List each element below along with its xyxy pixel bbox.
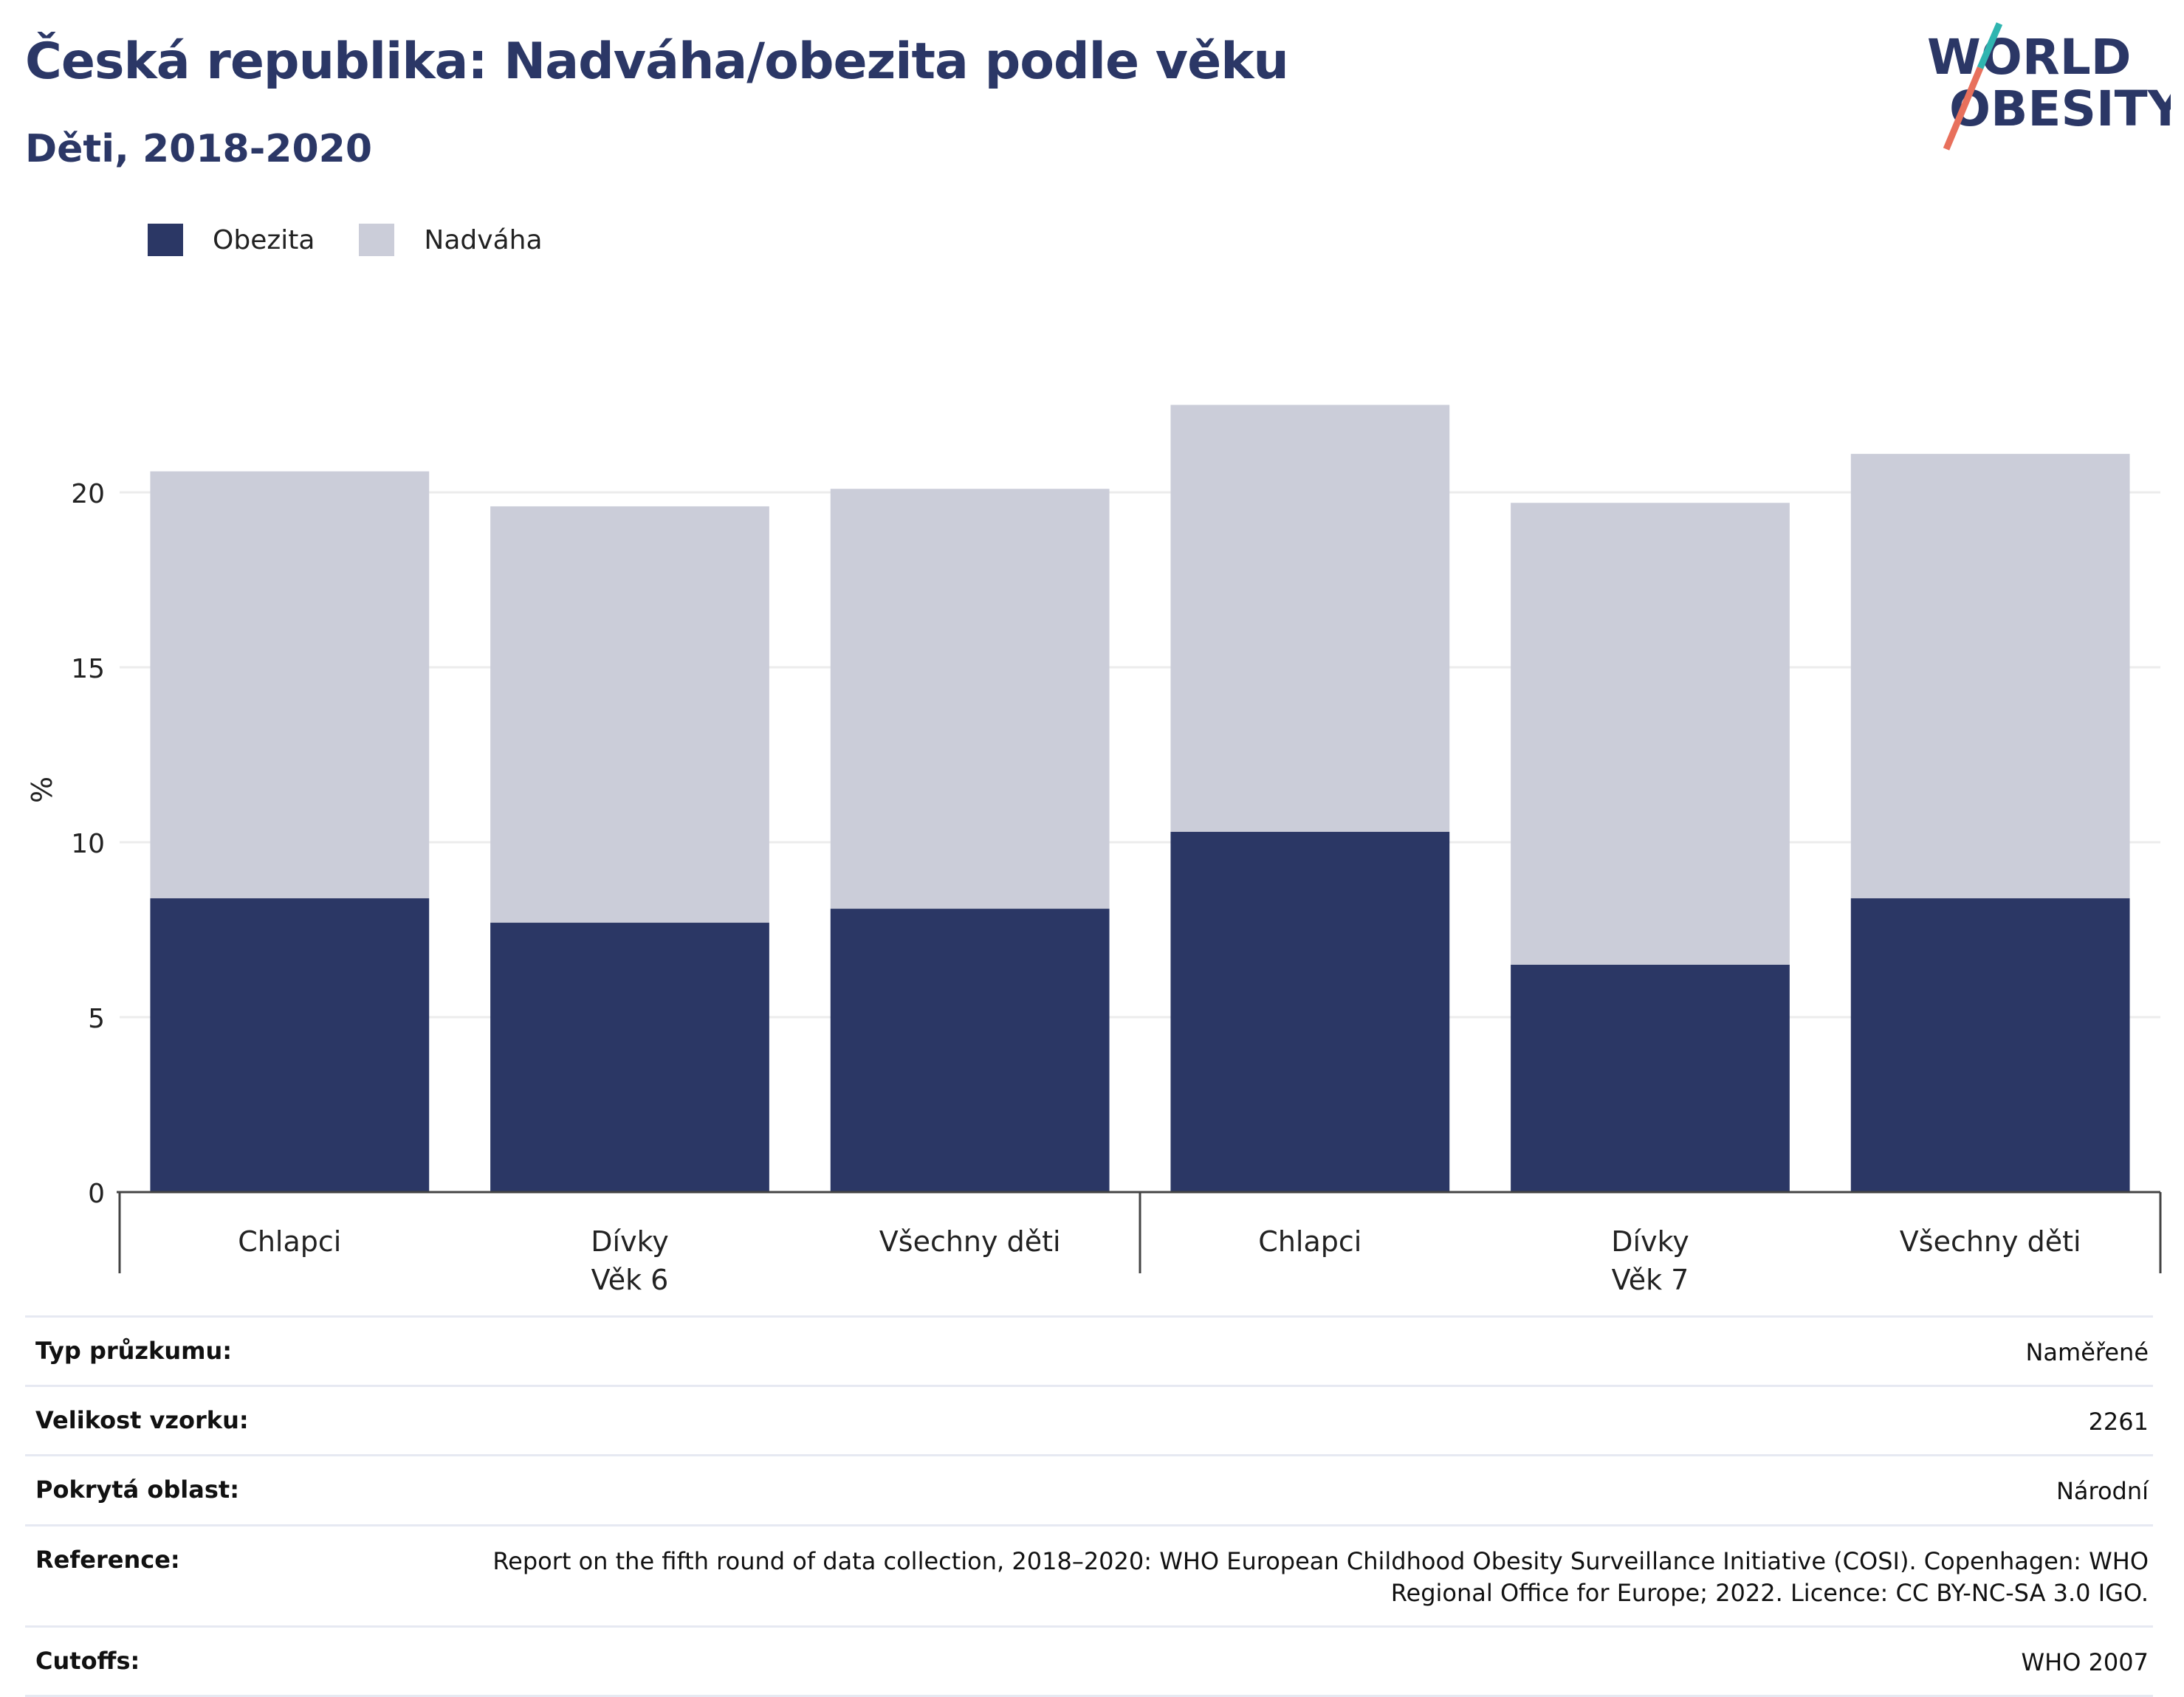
info-label: Velikost vzorku: xyxy=(35,1406,249,1435)
info-label: Reference: xyxy=(35,1545,180,1574)
info-value: Report on the fifth round of data collec… xyxy=(492,1546,2149,1607)
x-tick-label: Dívky xyxy=(591,1225,668,1258)
legend-item-obezita[interactable]: Obezita xyxy=(148,224,315,256)
bar-obezita xyxy=(830,909,1110,1192)
x-tick-label: Chlapci xyxy=(1258,1225,1361,1258)
legend-label-obezita: Obezita xyxy=(213,224,315,255)
x-tick-label: Chlapci xyxy=(238,1225,341,1258)
info-value: 2261 xyxy=(2088,1408,2149,1436)
bar-nadvaha xyxy=(490,506,769,923)
legend-swatch-obezita xyxy=(148,224,183,256)
logo-text-world: WORLD xyxy=(1927,29,2132,86)
y-tick-label: 20 xyxy=(71,479,105,509)
y-tick-label: 10 xyxy=(71,829,105,859)
group-label: Věk 7 xyxy=(1612,1264,1689,1292)
x-tick-label: Všechny děti xyxy=(1900,1225,2081,1258)
x-tick-label: Dívky xyxy=(1611,1225,1689,1258)
bar-obezita xyxy=(490,923,769,1192)
world-obesity-logo: WORLD OBESITY xyxy=(1927,22,2171,151)
bar-obezita xyxy=(1850,898,2130,1192)
info-label: Pokrytá oblast: xyxy=(35,1476,239,1504)
x-tick-label: Všechny děti xyxy=(879,1225,1061,1258)
info-label: Cutoffs: xyxy=(35,1646,140,1675)
logo-stroke-coral xyxy=(1943,66,1984,151)
bar-obezita xyxy=(1511,964,1790,1192)
y-tick-label: 15 xyxy=(71,654,105,684)
bar-nadvaha xyxy=(150,471,430,898)
page-subtitle: Děti, 2018-2020 xyxy=(25,127,373,171)
bar-nadvaha xyxy=(1850,453,2130,898)
info-row-sample-size: Velikost vzorku: 2261 xyxy=(25,1385,2153,1454)
bar-nadvaha xyxy=(830,489,1110,909)
info-value: WHO 2007 xyxy=(2021,1648,2149,1676)
chart-legend: Obezita Nadváha xyxy=(148,221,587,258)
info-row-coverage: Pokrytá oblast: Národní xyxy=(25,1454,2153,1524)
bar-obezita xyxy=(150,898,430,1192)
bar-nadvaha xyxy=(1511,503,1790,965)
stacked-bar-chart: 0 5 10 15 20% Chlapci Dívky Všechny děti Chlapci… xyxy=(26,405,2162,1292)
info-row-reference: Reference: Report on the fifth round of … xyxy=(25,1524,2153,1625)
info-value: Naměřené xyxy=(2025,1338,2149,1366)
info-label: Typ průzkumu: xyxy=(35,1337,233,1365)
info-table: Typ průzkumu: Naměřené Velikost vzorku: … xyxy=(25,1315,2153,1697)
bar-nadvaha xyxy=(1170,405,1450,832)
info-row-cutoffs: Cutoffs: WHO 2007 xyxy=(25,1625,2153,1697)
group-label: Věk 6 xyxy=(591,1264,669,1292)
page-title: Česká republika: Nadváha/obezita podle v… xyxy=(25,32,1289,91)
logo-text-obesity: OBESITY xyxy=(1949,80,2171,137)
y-tick-label: 5 xyxy=(88,1004,105,1034)
bar-obezita xyxy=(1170,831,1450,1192)
legend-swatch-nadvaha xyxy=(359,224,395,256)
legend-label-nadvaha: Nadváha xyxy=(424,224,543,255)
y-tick-label: 0 xyxy=(88,1179,105,1209)
y-axis-label: % xyxy=(26,777,58,803)
logo-stroke-teal xyxy=(1977,22,2003,69)
info-value: Národní xyxy=(2056,1477,2149,1506)
info-row-survey-type: Typ průzkumu: Naměřené xyxy=(25,1315,2153,1385)
legend-item-nadvaha[interactable]: Nadváha xyxy=(359,224,543,256)
